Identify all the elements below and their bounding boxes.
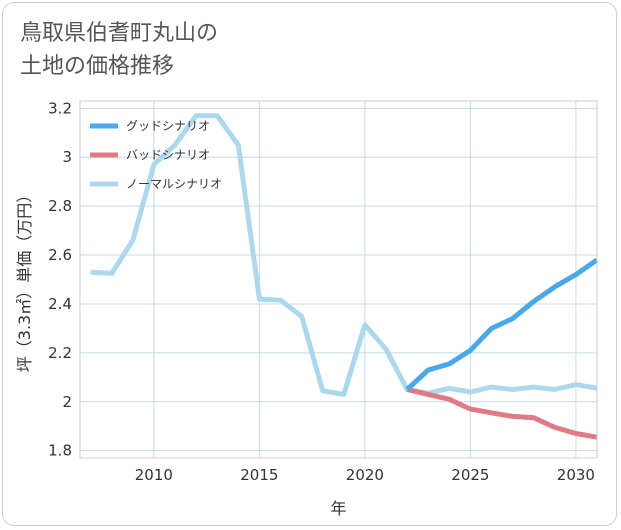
y-axis-title: 坪（3.3㎡）単価（万円） xyxy=(15,187,34,372)
series-layer xyxy=(90,113,599,440)
y-tick-label: 2.6 xyxy=(48,246,72,264)
x-axis-title: 年 xyxy=(330,499,346,518)
legend-label: バッドシナリオ xyxy=(126,148,210,162)
plot-border xyxy=(79,100,598,459)
x-tick-label: 2030 xyxy=(557,466,595,484)
y-tick-label: 3 xyxy=(62,148,72,166)
x-tick-label: 2025 xyxy=(451,466,489,484)
x-tick-label: 2010 xyxy=(135,466,173,484)
series-line xyxy=(405,257,599,392)
x-tick-label: 2015 xyxy=(240,466,278,484)
plot-area xyxy=(80,101,597,458)
legend-label: ノーマルシナリオ xyxy=(126,177,222,191)
page-title: 鳥取県伯耆町丸山の 土地の価格推移 xyxy=(20,17,218,83)
y-tick-label: 3.2 xyxy=(48,99,72,117)
x-tick-labels: 2010 2015 2020 2025 2030 xyxy=(135,466,595,484)
y-tick-label: 2.8 xyxy=(48,197,72,215)
y-tick-labels: 1.8 2 2.2 2.4 2.6 2.8 3 3.2 xyxy=(48,99,72,459)
y-tick-label: 2.2 xyxy=(48,344,72,362)
grid-lines xyxy=(80,101,597,458)
series-line xyxy=(90,113,598,397)
y-tick-label: 2 xyxy=(62,393,72,411)
y-tick-label: 2.4 xyxy=(48,295,72,313)
series-line xyxy=(406,387,598,440)
title-line-2: 土地の価格推移 xyxy=(20,54,175,79)
legend-label: グッドシナリオ xyxy=(126,119,210,133)
x-tick-label: 2020 xyxy=(346,466,384,484)
y-tick-label: 1.8 xyxy=(48,442,72,460)
title-line-1: 鳥取県伯耆町丸山の xyxy=(20,21,219,46)
